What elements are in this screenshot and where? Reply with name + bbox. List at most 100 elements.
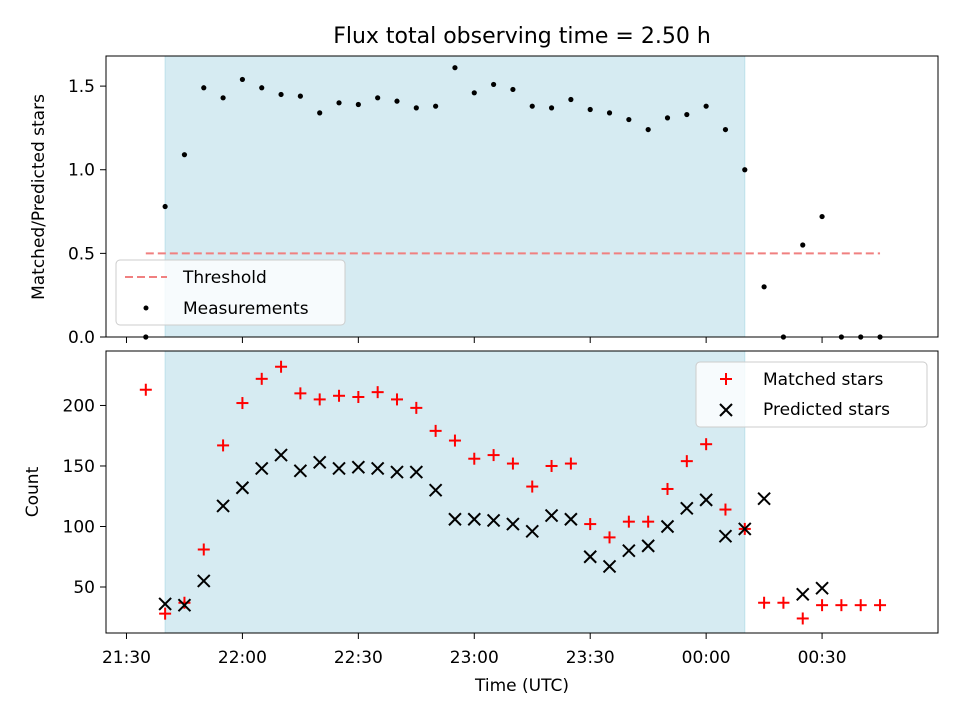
matched-star-point [236,397,249,410]
matched-star-point [217,439,230,452]
matched-star-point [526,480,539,493]
bottom-legend: Matched stars Predicted stars [695,361,928,428]
matched-star-point [680,455,693,468]
measurement-point [239,76,246,83]
predicted-star-point [602,559,617,574]
predicted-star-point [428,483,443,497]
matched-star-point [835,599,848,612]
top-ytick-label: 1.5 [68,77,95,97]
measurement-point [819,213,825,220]
top-legend: Threshold Measurements [115,259,346,326]
matched-star-point [352,390,365,403]
bottom-y-axis-label: Count [23,466,43,517]
predicted-star-point [796,587,810,601]
measurement-point [336,100,342,106]
xtick-label: 23:00 [450,648,499,668]
bottom-axes-frame [105,350,939,634]
predicted-star-point [738,522,752,536]
bottom-ytick-label: 100 [63,517,95,537]
predicted-legend-label: Predicted stars [763,400,890,420]
predicted-star-point [467,512,481,526]
predicted-star-point [448,512,462,526]
predicted-star-point [158,597,172,611]
predicted-star-point [622,543,636,558]
matched-star-point [371,386,384,399]
matched-star-point [545,459,558,472]
measurements-legend-label: Measurements [183,299,309,319]
measurement-point [664,115,671,121]
predicted-star-point [312,455,327,470]
predicted-star-point [757,491,771,506]
x-axis-label: Time (UTC) [474,676,569,696]
measurement-point [548,105,555,111]
matched-star-point [506,457,519,470]
predicted-star-point [274,448,288,462]
predicted-star-point [390,465,404,479]
measurement-point [394,98,400,104]
measurement-point [259,85,265,91]
matched-star-point [255,372,268,385]
matched-star-point [622,515,635,528]
measurement-point [722,126,729,133]
matched-star-point [700,438,713,451]
measurement-point [181,152,188,158]
predicted-star-point [583,550,597,564]
predicted-legend-marker [719,403,733,417]
measurement-point [317,110,323,116]
chart-title: Flux total observing time = 2.50 h [333,24,711,49]
top-axes-frame [105,55,939,338]
threshold-legend-label: Threshold [182,268,267,288]
matched-star-point [777,596,790,609]
predicted-star-point [332,461,346,476]
predicted-star-point [641,539,655,553]
predicted-star-point [525,524,539,539]
matched-star-point [429,424,442,437]
measurement-point [742,167,748,173]
matched-star-point [796,612,809,625]
measurement-point [529,103,535,109]
predicted-star-point [197,574,211,588]
matched-star-point [139,383,152,396]
measurement-point [490,81,497,88]
matched-star-point [294,387,307,400]
predicted-star-point [486,513,501,528]
matched-star-point [854,599,867,612]
measurement-point [413,105,419,111]
matched-legend-label: Matched stars [763,370,883,390]
observing-window-shade-bottom [164,350,746,634]
predicted-star-point [293,464,308,478]
predicted-star-point [718,529,733,543]
matched-star-point [159,607,172,620]
measurement-point [703,103,709,109]
measurement-point [471,90,477,96]
measurement-point [587,106,593,113]
matched-star-point [197,543,210,556]
predicted-star-point [409,465,424,479]
matched-star-point [758,596,771,609]
measurement-point [606,110,613,116]
measurement-point [568,96,574,103]
matched-star-point [487,449,500,462]
count-panel: 50 100 150 200 21:30 22:00 22:30 23:00 23:30 00:… [23,350,939,696]
matched-star-point [333,389,346,402]
measurement-point [510,86,516,93]
matched-legend-marker [720,373,732,385]
predicted-star-point [564,512,578,526]
measurement-point [684,111,690,118]
predicted-star-point [235,481,250,495]
predicted-star-point [351,460,366,474]
xtick-label: 00:00 [682,648,731,668]
measurement-point [761,284,767,290]
matched-star-point [468,452,481,465]
measurement-point [800,242,806,248]
ratio-panel: 0.0 0.5 1.0 1.5 Matched/Predicted stars Thr… [29,55,939,348]
measurement-point [375,95,381,101]
predicted-star-point [680,501,694,516]
bottom-legend-box [695,361,928,428]
measurement-point [297,93,303,99]
measurement-point [201,85,207,91]
measurement-point [355,101,361,108]
bottom-ytick-label: 50 [73,578,95,598]
matched-star-point [642,515,655,528]
measurement-point [220,95,226,101]
